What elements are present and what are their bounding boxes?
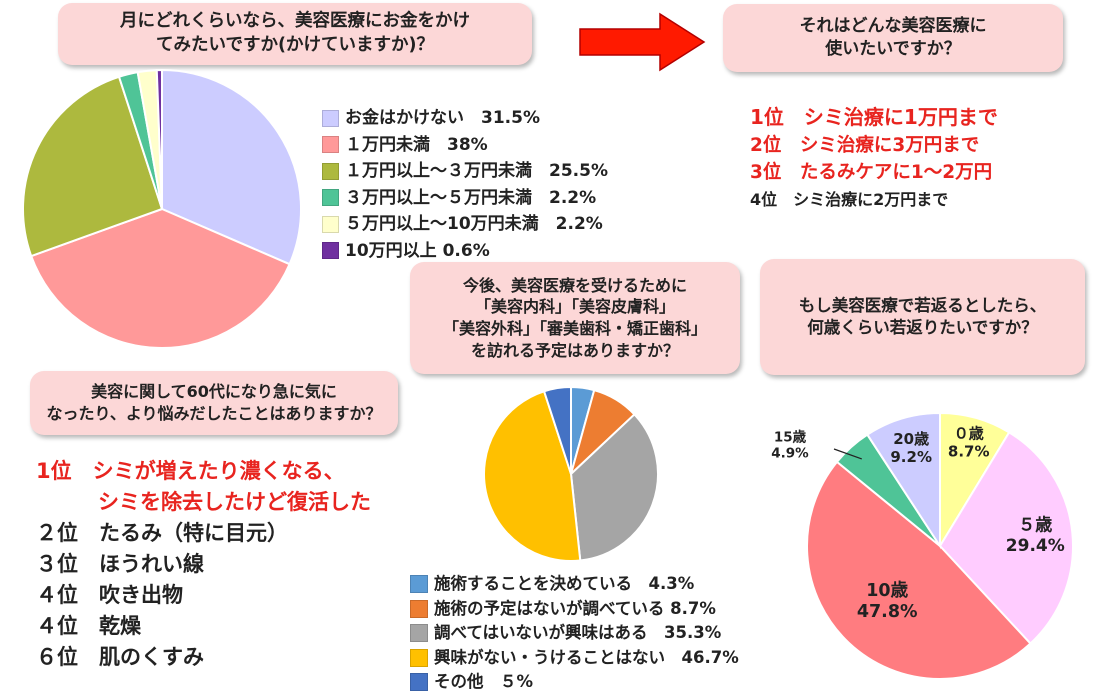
question-rejuvenate-years: もし美容医療で若返るとしたら、 何歳くらい若返りたいですか？ xyxy=(760,259,1085,375)
legend-item: 施術の予定はないが調べている 8.7% xyxy=(410,597,739,622)
pie3-data-label: 10歳 47.8% xyxy=(857,580,918,622)
legend-item: １万円未満 38% xyxy=(322,132,608,159)
pie3-data-label: ５歳 29.4% xyxy=(1006,514,1065,555)
legend-item: 調べてはいないが興味はある 35.3% xyxy=(410,621,739,646)
legend-item: ５万円以上～10万円未満 2.2% xyxy=(322,211,608,238)
legend-label: 10万円以上 0.6% xyxy=(345,240,490,261)
pie3-slice xyxy=(865,411,941,550)
legend-swatch xyxy=(322,215,339,233)
legend-swatch xyxy=(322,109,339,127)
ranking-item: 1位 シミが増えたり濃くなる、 xyxy=(36,459,345,483)
arrow-right-icon xyxy=(579,12,706,72)
legend-monthly-spend: お金はかけない 31.5% １万円未満 38% １万円以上～３万円未満 25.5% ３… xyxy=(322,105,608,264)
pie-chart-visit-plan xyxy=(483,385,659,562)
legend-label: 興味がない・うけることはない 46.7% xyxy=(434,647,739,667)
ranking-item: ２位 たるみ（特に目元） xyxy=(36,521,288,545)
legend-swatch xyxy=(322,162,339,180)
pie2-slice xyxy=(569,413,659,562)
pie3-slice xyxy=(806,460,1032,680)
question-monthly-spend: 月にどれくらいなら、美容医療にお金をかけ てみたいですか(かけていますか)？ xyxy=(58,3,532,65)
legend-label: お金はかけない 31.5% xyxy=(345,108,540,128)
pie2-slice xyxy=(483,389,582,562)
legend-item: 10万円以上 0.6% xyxy=(322,238,608,265)
legend-label: ３万円以上～５万円未満 2.2% xyxy=(345,187,597,208)
legend-swatch xyxy=(410,575,428,594)
ranking-concerns-60s: 1位 シミが増えたり濃くなる、シミを除去したけど復活した ２位 たるみ（特に目元）… xyxy=(36,456,371,673)
ranking-item: 3位 たるみケアに1～2万円 xyxy=(750,162,993,183)
pie-chart-monthly-spend xyxy=(22,68,302,349)
legend-label: 施術の予定はないが調べている 8.7% xyxy=(434,598,716,618)
legend-label: 施術することを決めている 4.3% xyxy=(434,574,695,593)
legend-label: 調べてはいないが興味はある 35.3% xyxy=(434,623,722,642)
pie-chart-rejuvenate-years: ０歳 8.7% ５歳 29.4% 10歳 47.8% 15歳 4.9% 20歳 9.2% xyxy=(771,411,1074,680)
legend-label: ５万円以上～10万円未満 2.2% xyxy=(345,214,603,234)
legend-swatch xyxy=(410,673,428,692)
legend-item: その他 ５% xyxy=(410,670,739,695)
ranking-item: 4位 シミ治療に2万円まで xyxy=(750,190,949,209)
legend-item: ３万円以上～５万円未満 2.2% xyxy=(322,185,608,212)
legend-item: １万円以上～３万円未満 25.5% xyxy=(322,158,608,185)
pie3-data-label: 20歳 9.2% xyxy=(890,430,932,466)
legend-label: １万円未満 38% xyxy=(345,134,488,155)
pie2-slice xyxy=(542,385,572,475)
ranking-item: 1位 シミ治療に1万円まで xyxy=(750,105,998,129)
ranking-item: ４位 乾燥 xyxy=(36,614,141,638)
legend-label: その他 ５% xyxy=(434,672,534,691)
pie3-data-label: 15歳 4.9% xyxy=(771,428,809,461)
ranking-item: シミを除去したけど復活した xyxy=(98,490,371,514)
legend-swatch xyxy=(322,242,339,260)
legend-visit-plan: 施術することを決めている 4.3% 施術の予定はないが調べている 8.7% 調べては… xyxy=(410,572,739,695)
legend-item: お金はかけない 31.5% xyxy=(322,105,608,132)
pie3-data-label: ０歳 8.7% xyxy=(948,424,990,460)
leader-line xyxy=(833,448,862,460)
question-treatment-use: それはどんな美容医療に 使いたいですか？ xyxy=(723,4,1063,72)
pie1-slice xyxy=(155,68,163,210)
ranking-item: 2位 シミ治療に3万円まで xyxy=(750,135,980,156)
pie1-slice xyxy=(161,68,302,266)
question-concerns-60s: 美容に関して60代になり急に気に なったり、より悩みだしたことはありますか？ xyxy=(30,371,398,435)
ranking-treatment-use: 1位 シミ治療に1万円まで 2位 シミ治療に3万円まで 3位 たるみケアに1～2万円… xyxy=(750,102,998,213)
pie1-slice xyxy=(22,75,164,258)
ranking-item: ３位 ほうれい線 xyxy=(36,552,204,576)
legend-swatch xyxy=(322,189,339,207)
legend-swatch xyxy=(410,624,428,643)
legend-label: １万円以上～３万円未満 25.5% xyxy=(345,161,608,181)
legend-swatch xyxy=(410,648,428,667)
legend-item: 施術することを決めている 4.3% xyxy=(410,572,739,597)
ranking-item: ６位 肌のくすみ xyxy=(36,645,204,669)
legend-swatch xyxy=(410,599,428,618)
pie3-slice xyxy=(938,431,1074,645)
ranking-item: ４位 吹き出物 xyxy=(36,583,183,607)
question-visit-plan: 今後、美容医療を受けるために 「美容内科」「美容皮膚科」 「美容外科」「審美歯科… xyxy=(410,262,740,374)
pie1-slice xyxy=(29,207,291,349)
legend-item: 興味がない・うけることはない 46.7% xyxy=(410,646,739,671)
legend-swatch xyxy=(322,136,339,154)
